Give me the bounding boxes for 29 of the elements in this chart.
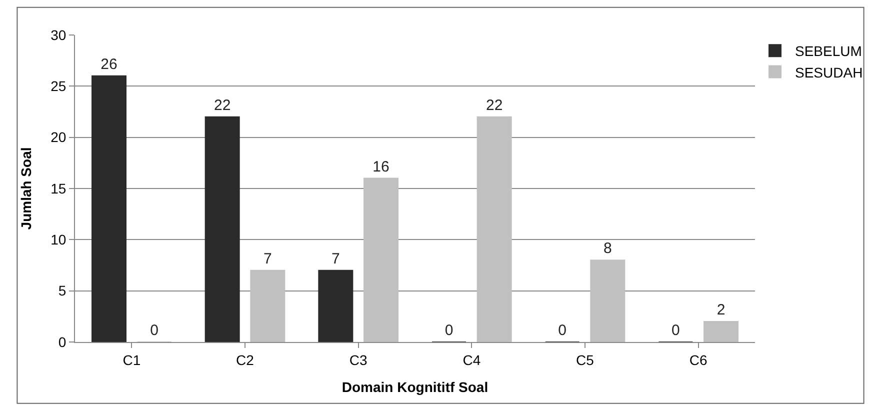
y-tick-label: 25 <box>50 78 66 94</box>
data-label: 22 <box>486 96 503 114</box>
y-tick-label: 30 <box>50 26 66 43</box>
x-tick-label: C4 <box>462 352 481 368</box>
data-label: 7 <box>264 250 272 268</box>
data-label: 0 <box>444 322 454 339</box>
data-label: 0 <box>558 322 566 339</box>
y-tick-label: 0 <box>58 334 66 350</box>
legend-label: SESUDAH <box>795 64 863 80</box>
data-label: 8 <box>604 240 612 258</box>
legend-label: SEBELUM <box>795 43 862 60</box>
x-tick-label: C1 <box>122 352 141 368</box>
data-label: 16 <box>372 158 390 176</box>
x-tick-label: C6 <box>689 352 708 368</box>
y-tick-label: 5 <box>58 282 66 299</box>
x-tick-label: C5 <box>576 352 594 368</box>
y-tick-label: 10 <box>50 232 66 248</box>
y-tick-label: 20 <box>50 129 66 146</box>
data-label: 22 <box>214 96 231 114</box>
x-tick-label: C2 <box>236 352 254 368</box>
x-tick-label: C3 <box>349 352 368 368</box>
data-label: 0 <box>150 322 158 339</box>
data-label: 7 <box>332 250 340 268</box>
y-axis-title: Jumlah Soal <box>18 147 34 230</box>
data-label: 26 <box>100 56 118 73</box>
data-label: 0 <box>672 322 680 339</box>
x-axis-title: Domain Kognititf Soal <box>342 379 488 396</box>
data-label: 2 <box>716 302 726 319</box>
y-tick-label: 15 <box>50 180 66 196</box>
